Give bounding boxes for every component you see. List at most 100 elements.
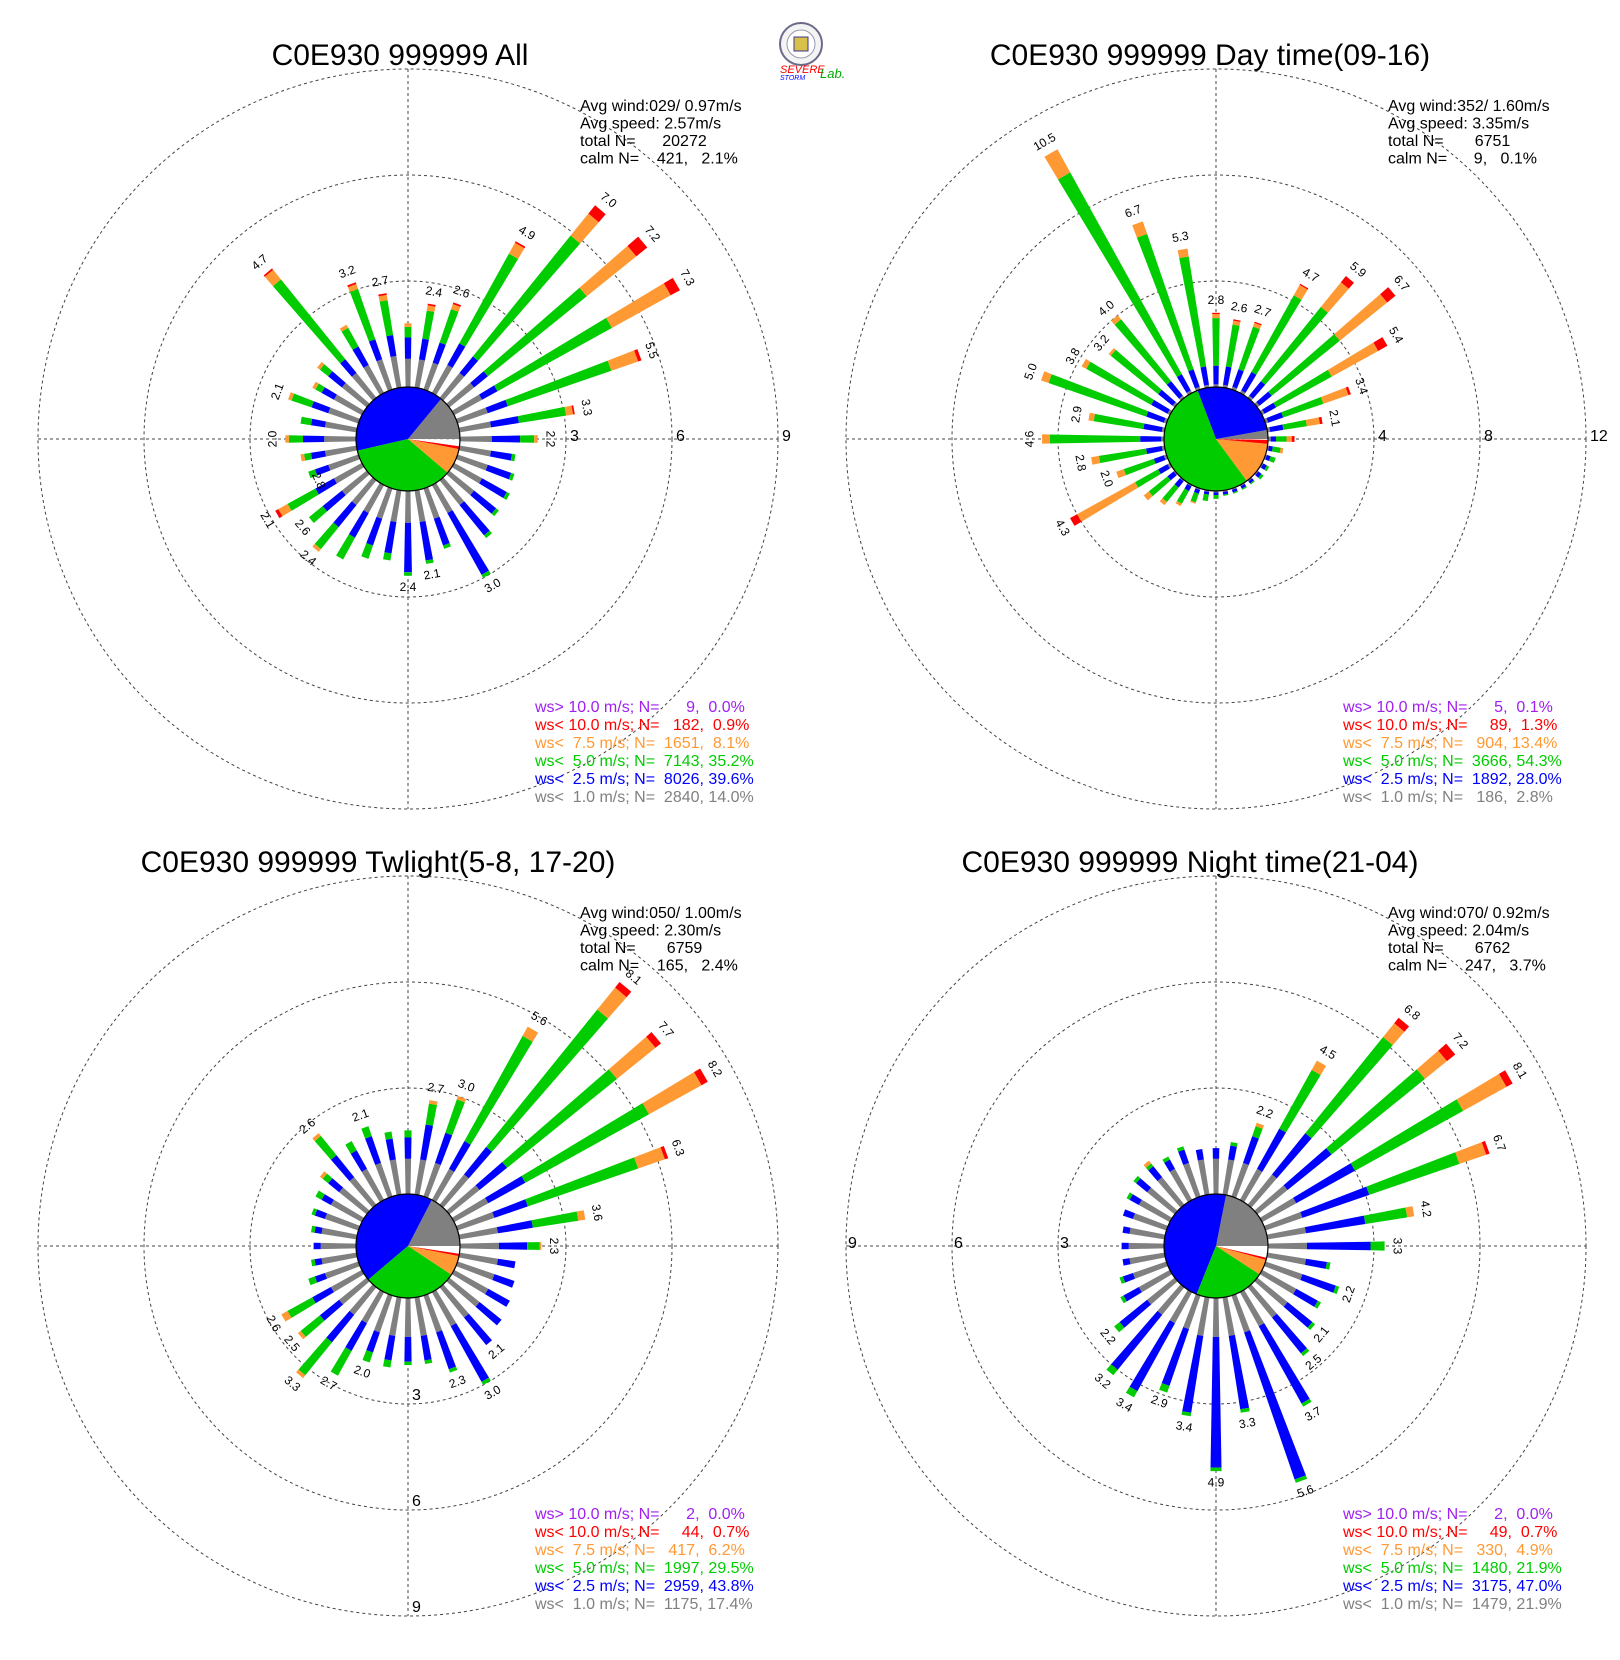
bar-segment-dir-160-lt5	[1232, 490, 1238, 494]
pie-slice-lt5	[1164, 390, 1247, 491]
bar-segment-dir-240-lt1	[330, 1269, 365, 1293]
bar-segment-dir-20-lt25	[1232, 369, 1244, 389]
bar-label: 4.6	[1022, 430, 1036, 447]
bar-segment-dir-0-lt1	[1213, 384, 1219, 387]
bar-segment-dir-330-lt5	[1058, 172, 1182, 377]
bar-segment-dir-30-lt5	[459, 253, 519, 347]
bar-segment-dir-310-lt5	[1110, 349, 1162, 395]
bar-segment-dir-240-lt10	[275, 509, 283, 519]
bar-segment-dir-90-lt1	[1268, 436, 1271, 442]
legend-entry-gt10: ws> 10.0 m/s; N= 2, 0.0%	[534, 1506, 745, 1523]
bar-segment-dir-110-lt25	[492, 1274, 515, 1288]
bar-segment-dir-320-lt5	[1114, 319, 1172, 385]
bar-segment-dir-190-lt25	[1203, 491, 1210, 495]
legend-entry-gt10: ws> 10.0 m/s; N= 9, 0.0%	[534, 699, 745, 716]
bar-label: 2.7	[426, 1080, 445, 1097]
bar-segment-dir-90-lt75	[539, 1242, 542, 1250]
bar-segment-dir-140-lt25	[459, 501, 490, 536]
bar-segment-dir-310-lt75	[1108, 348, 1116, 356]
bar-segment-dir-80-lt75	[1305, 417, 1320, 427]
bar-segment-dir-190-lt1	[1197, 1296, 1210, 1336]
bar-segment-dir-210-lt25	[1129, 1320, 1175, 1392]
bar-segment-dir-330-lt5	[341, 327, 359, 350]
windrose-panel-1: C0E930 999999 All 4.7 3.2 2.7 2.4 2.6 4.9 7.0 7.…	[37, 39, 791, 810]
bar-segment-dir-20-lt25	[432, 342, 446, 365]
bar-segment-dir-260-lt25	[314, 1258, 323, 1266]
bar-segment-dir-10-lt1	[414, 359, 425, 389]
bar-segment-dir-30-lt1	[431, 364, 453, 396]
bar-segment-dir-30-lt25	[447, 343, 466, 368]
bar-segment-dir-240-lt75	[281, 1310, 292, 1322]
bar-segment-dir-230-lt5	[300, 1315, 325, 1337]
bar-label: 4.9	[1208, 1475, 1225, 1489]
pie-slice-lt1	[1216, 1195, 1268, 1246]
info-calm: calm N= 165, 2.4%	[580, 958, 738, 975]
bar-segment-dir-320-lt25	[330, 1155, 355, 1182]
bar-segment-dir-280-lt25	[1122, 1226, 1131, 1234]
legend-entry-lt10: ws< 10.0 m/s; N= 49, 0.7%	[1342, 1524, 1557, 1541]
bar-label: 2.5	[281, 1332, 303, 1354]
pie-slice-lt1	[408, 398, 460, 439]
bar-label: 7.0	[598, 189, 620, 211]
pie-slice-lt25	[1164, 1194, 1227, 1295]
bar-segment-dir-30-lt1	[1239, 390, 1246, 396]
bar-label: 3.7	[1302, 1403, 1324, 1424]
bar-segment-dir-90-lt75	[1286, 436, 1292, 442]
bar-segment-dir-20-lt10	[1254, 321, 1262, 326]
info-calm: calm N= 9, 0.1%	[1388, 151, 1537, 168]
bar-segment-dir-40-lt5	[486, 1009, 608, 1152]
bar-segment-dir-270-lt25	[1121, 1242, 1129, 1250]
bar-segment-dir-320-lt5	[1145, 1163, 1154, 1171]
bar-label: 2.8	[1072, 453, 1089, 472]
bar-segment-dir-10-lt25	[1223, 366, 1232, 386]
bar-segment-dir-160-lt25	[1244, 1330, 1306, 1480]
bar-segment-dir-20-lt5	[1252, 1126, 1263, 1139]
bar-segment-dir-220-lt1	[1179, 477, 1185, 482]
bar-segment-dir-290-lt1	[324, 1213, 360, 1231]
bar-segment-dir-70-lt75	[1455, 1142, 1487, 1164]
bar-segment-dir-80-lt5	[517, 406, 567, 423]
bar-segment-dir-230-lt1	[339, 1277, 370, 1305]
bar-segment-dir-30-lt75	[1311, 1060, 1327, 1075]
bar-segment-dir-240-lt5	[287, 488, 319, 511]
legend-entry-lt10: ws< 10.0 m/s; N= 182, 0.9%	[534, 717, 749, 734]
bar-segment-dir-190-lt5	[1181, 1411, 1192, 1417]
bar-segment-dir-300-lt5	[315, 1190, 325, 1200]
bar-segment-dir-280-lt5	[300, 416, 313, 426]
bar-segment-dir-80-lt1	[458, 421, 492, 433]
bar-segment-dir-170-lt1	[414, 1296, 427, 1336]
ring-label: 6	[676, 428, 685, 445]
legend-entry-gt10: ws> 10.0 m/s; N= 5, 0.1%	[1342, 699, 1553, 716]
pie-slice-lt10	[1216, 1246, 1267, 1260]
bar-segment-dir-170-lt25	[1222, 491, 1229, 495]
bar-segment-dir-180-lt1	[404, 1298, 412, 1337]
legend-entry-lt1: ws< 1.0 m/s; N= 1479, 21.9%	[1342, 1596, 1562, 1613]
bar-segment-dir-30-lt75	[522, 1026, 539, 1042]
bar-segment-dir-310-lt1	[1172, 402, 1178, 408]
bar-segment-dir-260-lt75	[300, 453, 306, 462]
info-avg-speed: Avg speed: 3.35m/s	[1388, 116, 1529, 133]
bar-segment-dir-260-lt1	[1129, 1252, 1166, 1265]
bar-segment-dir-200-lt5	[1190, 492, 1199, 503]
bar-segment-dir-310-lt25	[1136, 1178, 1152, 1193]
bar-segment-dir-270-lt1	[324, 436, 356, 442]
bar-segment-dir-220-lt25	[1174, 478, 1184, 488]
bar-segment-dir-0-lt5	[404, 326, 412, 338]
bar-segment-dir-90-lt5	[527, 1242, 540, 1250]
bar-segment-dir-140-lt1	[439, 477, 465, 506]
bar-segment-dir-90-lt1	[1268, 1242, 1307, 1250]
bar-segment-dir-320-lt1	[351, 372, 377, 401]
bar-label: 4.9	[516, 223, 538, 244]
bar-segment-dir-340-lt1	[1183, 1162, 1201, 1198]
chart-title: C0E930 999999 Night time(21-04)	[962, 846, 1419, 879]
pie-slice-lt75	[408, 1246, 459, 1275]
bar-segment-dir-30-lt10	[514, 241, 526, 249]
bar-segment-dir-60-lt25	[479, 385, 498, 400]
pie-slice-lt5	[1196, 1246, 1260, 1298]
bar-segment-dir-50-lt5	[502, 1069, 617, 1168]
ring-label: 9	[782, 428, 791, 445]
bar-segment-dir-300-lt1	[330, 1199, 365, 1223]
bar-segment-dir-20-lt5	[1238, 326, 1260, 372]
bar-segment-dir-230-lt5	[308, 506, 328, 523]
logo-text-severe: SEVERE	[780, 64, 825, 76]
